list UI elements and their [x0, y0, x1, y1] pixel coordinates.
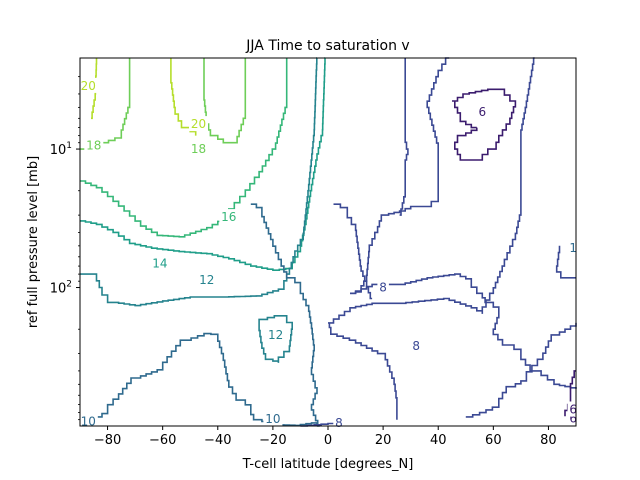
contour-line-6-18 — [452, 88, 517, 161]
contour-label-bg — [189, 141, 208, 157]
contour-line-18-3 — [203, 58, 247, 144]
contour-line-8-17 — [555, 245, 576, 279]
contour-line-14-5 — [80, 57, 326, 271]
contour-line-8-15 — [399, 58, 409, 216]
contour-line-8-13 — [333, 203, 373, 300]
x-tick-label: 40 — [430, 433, 447, 448]
contour-label-bg — [567, 401, 579, 417]
contour-line-10-9 — [250, 203, 320, 427]
x-tick-label: 60 — [485, 433, 502, 448]
contour-line-8-14 — [350, 57, 450, 295]
contour-label-12-6: 12 — [199, 273, 214, 287]
contour-label-bg — [410, 338, 422, 354]
x-tick-label: 80 — [540, 433, 557, 448]
contour-line-12-7 — [258, 315, 293, 363]
contour-line-12-6 — [80, 57, 318, 307]
contour-label-bg — [266, 326, 286, 342]
contour-label-16-4: 16 — [221, 210, 236, 224]
x-axis-ticks: −80 −60 −40 −20 0 20 40 60 80 — [94, 426, 557, 448]
x-tick-label: −40 — [204, 433, 231, 448]
x-tick-label: 20 — [375, 433, 392, 448]
contour-label-bg — [476, 104, 489, 119]
x-tick-label: −80 — [94, 433, 121, 448]
contour-label-bg — [150, 255, 170, 271]
contour-label-8-12: 8 — [412, 339, 420, 353]
contour-label-20-1: 20 — [191, 117, 206, 131]
x-tick-label: −20 — [259, 433, 286, 448]
contour-label-8-10: 8 — [335, 416, 343, 430]
contour-label-20-0: 20 — [81, 79, 96, 93]
chart-title: JJA Time to saturation v — [245, 38, 409, 54]
contour-label-bg — [219, 209, 239, 225]
contour-label-bg — [567, 240, 579, 256]
contour-label-6-14: 6 — [569, 411, 577, 425]
contour-label-10-8: 10 — [81, 414, 96, 428]
contour-label-6-15: 6 — [569, 403, 577, 417]
contour-label-12-7: 12 — [268, 328, 283, 342]
y-tick-label: 101 — [50, 141, 72, 158]
contour-label-18-2: 18 — [86, 138, 101, 152]
contour-label-14-5: 14 — [152, 256, 167, 270]
contour-label-8-11: 8 — [379, 281, 387, 295]
contour-label-18-3: 18 — [191, 142, 206, 156]
contour-label-bg — [333, 414, 345, 430]
contour-label-6-13: 6 — [478, 105, 486, 119]
x-tick-label: −60 — [149, 433, 176, 448]
y-tick-label: 102 — [50, 280, 72, 297]
y-axis-title: ref full pressure level [mb] — [26, 156, 41, 328]
x-axis-title: T-cell latitude [degrees_N] — [242, 457, 414, 472]
contour-line-16-4 — [80, 58, 288, 238]
contour-label-bg — [263, 411, 283, 426]
contour-label-10-16: 1 — [569, 241, 577, 255]
x-tick-label: 0 — [324, 433, 332, 448]
contour-label-bg — [78, 413, 98, 429]
contour-label-bg — [189, 116, 208, 132]
contour-line-8-11 — [328, 57, 535, 420]
contour-label-bg — [567, 410, 579, 426]
contour-label-bg — [78, 77, 98, 93]
contour-line-20-1 — [170, 58, 197, 136]
contour-label-bg — [197, 271, 217, 287]
contour-line-8-16 — [465, 322, 577, 418]
contour-label-bg — [377, 279, 389, 295]
contour-label-bg — [84, 137, 104, 153]
y-axis-ticks: 101 102 — [50, 76, 80, 421]
contour-label-10-9: 10 — [265, 412, 280, 426]
